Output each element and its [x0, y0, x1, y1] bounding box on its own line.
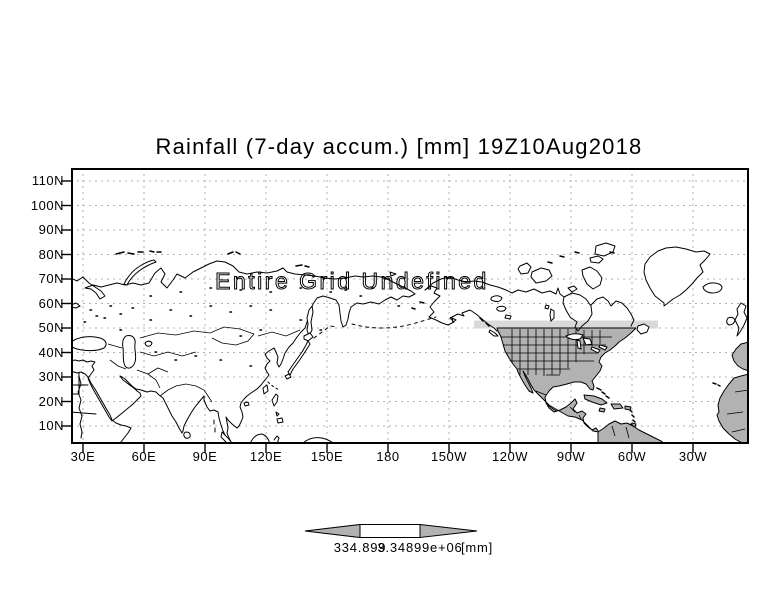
shaded-north-america — [496, 327, 637, 433]
shaded-south-america — [597, 420, 665, 443]
x-axis-label: 120W — [492, 449, 528, 464]
undefined-grid-message: Entire Grid Undefined — [215, 268, 489, 294]
colorbar-box — [359, 524, 421, 538]
great-lakes — [565, 333, 608, 354]
x-axis-label: 150W — [431, 449, 467, 464]
grid-lines — [72, 169, 748, 443]
y-axis-label: 10N — [38, 418, 64, 433]
x-axis-label: 60W — [617, 449, 647, 464]
x-axis-label: 180 — [376, 449, 400, 464]
y-axis-label: 60N — [38, 295, 64, 311]
x-axis-label: 150E — [310, 449, 344, 464]
y-axis-label: 40N — [38, 344, 64, 360]
y-axis-label: 30N — [38, 369, 64, 384]
state-borders — [498, 329, 612, 427]
colorbar-left-arrow — [304, 523, 361, 539]
x-axis-label: 120E — [249, 449, 283, 464]
y-axis-label: 110N — [31, 173, 64, 188]
light-shade-band — [474, 320, 658, 329]
colorbar — [304, 523, 478, 539]
y-axis-label: 20N — [38, 393, 64, 409]
x-axis-label: 60E — [131, 449, 157, 464]
shaded-west-africa — [716, 373, 748, 443]
axis-ticks — [61, 180, 694, 453]
shaded-caribbean — [583, 394, 637, 428]
y-axis-label: 80N — [38, 246, 64, 262]
colorbar-units-label: [mm] — [461, 540, 494, 555]
y-axis-label: 50N — [38, 320, 64, 335]
shaded-regions — [474, 320, 748, 443]
plot-frame — [71, 168, 749, 444]
y-axis-label: 70N — [38, 271, 64, 286]
colorbar-min-label: 334.899 — [333, 540, 387, 555]
shaded-iberia — [731, 341, 748, 372]
coastlines — [72, 242, 748, 443]
x-axis-label: 90W — [556, 449, 586, 464]
x-axis-label: 30W — [678, 449, 708, 464]
y-axis-label: 90N — [38, 222, 64, 237]
colorbar-max-label: 3.34899e+06 — [377, 540, 463, 555]
y-axis-label: 100N — [30, 197, 64, 213]
x-axis-label: 90E — [192, 449, 218, 464]
colorbar-right-arrow — [419, 523, 478, 539]
x-axis-label: 30E — [70, 449, 96, 464]
plot-title: Rainfall (7-day accum.) [mm] 19Z10Aug201… — [155, 134, 643, 159]
